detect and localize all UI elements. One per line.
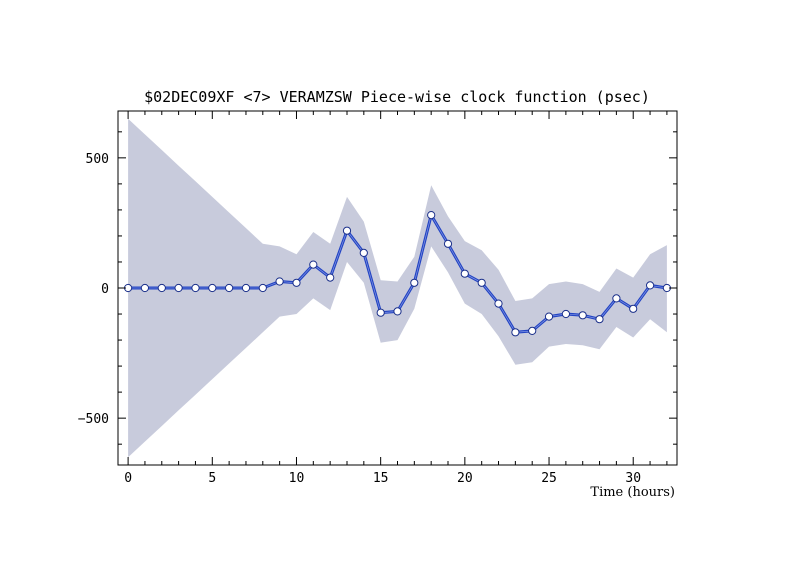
data-point (309, 260, 318, 269)
chart-title: $02DEC09XF <7> VERAMZSW Piece-wise clock… (144, 88, 650, 106)
x-tick-label: 0 (124, 471, 132, 486)
data-point (157, 283, 166, 293)
data-point (225, 283, 234, 293)
y-tick-label: −500 (78, 412, 109, 427)
data-point (174, 283, 183, 293)
y-tick-label: 500 (86, 152, 109, 167)
data-point (544, 312, 554, 321)
data-point (359, 248, 368, 257)
data-point (140, 283, 149, 293)
data-point (292, 278, 301, 287)
data-point (561, 309, 571, 319)
data-point (528, 326, 537, 335)
data-point (612, 294, 621, 303)
data-point (460, 269, 469, 278)
data-point (427, 211, 436, 220)
x-tick-label: 20 (457, 471, 473, 486)
x-tick-label: 25 (541, 471, 557, 486)
data-point (477, 278, 486, 287)
uncertainty-band (128, 118, 667, 458)
data-point (646, 281, 655, 290)
data-point (326, 273, 335, 282)
data-point (241, 283, 251, 293)
data-point (494, 299, 503, 308)
data-point (578, 311, 587, 320)
tick-labels-layer: 0 5 10 15 20 25 30 −500 0 500 (78, 152, 641, 486)
data-point (342, 226, 352, 235)
data-point (393, 307, 402, 316)
x-tick-label: 5 (208, 471, 216, 486)
data-point (208, 283, 217, 293)
x-axis-label: Time (hours) (590, 485, 675, 500)
data-point (258, 283, 267, 293)
x-tick-label: 30 (625, 471, 641, 486)
x-tick-label: 15 (373, 471, 389, 486)
data-point (376, 308, 385, 317)
data-point (511, 328, 520, 337)
data-point (410, 278, 419, 287)
data-point (443, 239, 453, 248)
data-point (595, 315, 604, 324)
axis-ticks-layer (118, 111, 677, 465)
uncertainty-band-layer (128, 118, 667, 458)
data-points-layer (124, 211, 672, 337)
data-point (191, 283, 200, 293)
data-point (275, 277, 284, 286)
data-point (629, 304, 638, 313)
x-tick-label: 10 (289, 471, 305, 486)
y-tick-label: 0 (101, 282, 109, 297)
